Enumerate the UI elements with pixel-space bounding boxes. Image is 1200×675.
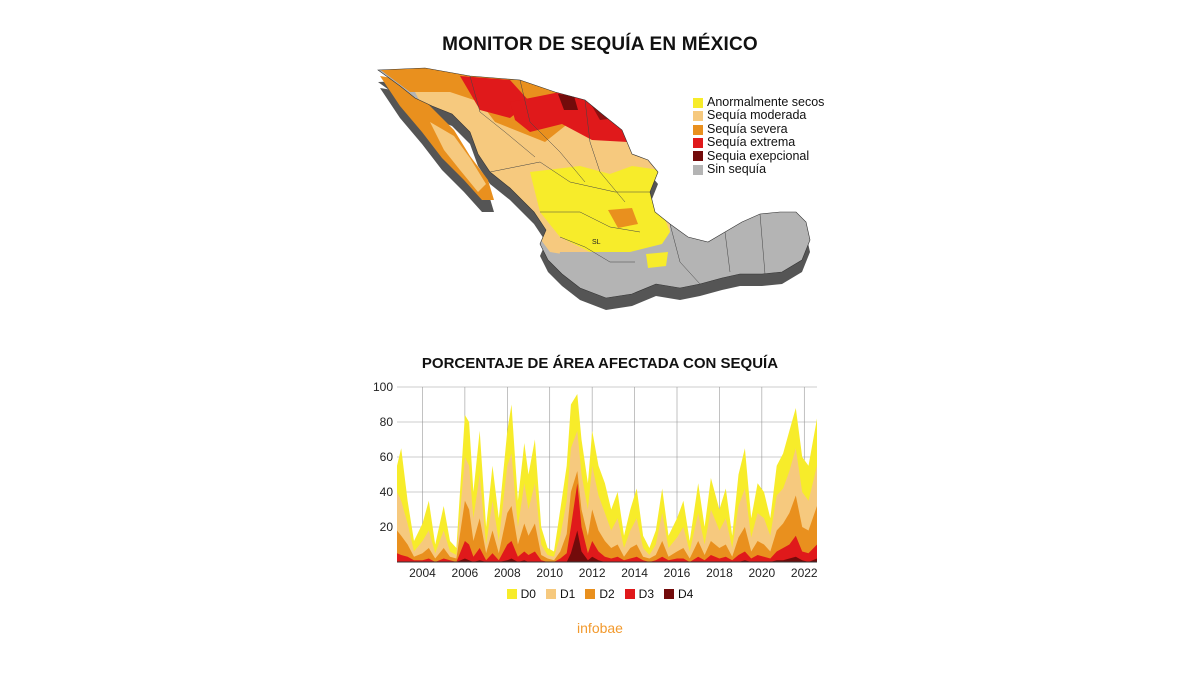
legend-label: D4 [678,587,694,601]
x-tick-label: 2014 [621,566,648,580]
legend-label: D0 [520,587,536,601]
map-legend: Anormalmente secos Sequía moderada Sequía … [693,95,825,177]
map-outline [377,67,811,299]
legend-swatch [506,589,517,599]
chart-legend-item: D3 [624,587,655,601]
mexico-drought-map: SL [377,67,811,310]
legend-label: Sequía severa [707,121,788,136]
x-tick-label: 2022 [791,566,818,580]
map-title: MONITOR DE SEQUÍA EN MÉXICO [442,34,758,55]
y-tick-label: 80 [380,415,394,429]
baja-dry-zone [430,122,486,192]
map-legend-item: Anormalmente secos [693,95,825,109]
map-legend-item: Sequía extrema [693,135,824,150]
source-logo: infobae [577,620,623,636]
x-tick-label: 2016 [664,566,691,580]
chart-legend-item: D0 [506,587,536,601]
x-tick-label: 2012 [579,566,606,580]
legend-swatch [693,151,703,162]
x-tick-label: 2018 [706,566,733,580]
map-legend-item: Sin sequía [693,162,824,177]
legend-label: Sin sequía [707,162,767,177]
map-legend-item: Sequia exepcional [693,148,824,163]
chart-legend-item: D4 [664,587,693,601]
x-tick-label: 2020 [748,566,775,580]
series-area-d3 [397,483,817,562]
drought-area-chart: 20 40 60 80 100 2004 2006 2008 2010 2012 2014 2016 2… [373,380,818,580]
legend-swatch [693,164,703,175]
x-tick-label: 2008 [494,566,521,580]
map-zone-exceptional [558,94,578,110]
map-zone-severe [608,208,638,228]
legend-label: Anormalmente secos [707,95,825,109]
series-area-d1 [397,430,817,562]
map-legend-item: Sequía severa [693,121,824,136]
legend-swatch [664,589,675,599]
legend-swatch [693,97,703,108]
legend-label: D3 [638,587,655,601]
legend-label: D2 [599,587,615,601]
y-tick-label: 100 [373,380,393,394]
map-zone-extreme [510,90,632,142]
chart-title: PORCENTAJE DE ÁREA AFECTADA CON SEQUÍA [421,355,779,372]
chart-legend-item: D1 [545,587,576,601]
chart-legend: D0 D1 D2 D3 D4 [0,587,1200,601]
x-tick-label: 2006 [452,566,479,580]
legend-label: Sequía moderada [707,108,807,123]
legend-label: D1 [559,587,576,601]
map-label-sl: SL [592,239,601,246]
x-tick-label: 2004 [409,566,436,580]
state-borders [469,75,766,285]
legend-label: Sequía extrema [707,135,796,150]
legend-swatch [693,124,703,135]
legend-swatch [693,111,703,122]
x-tick-label: 2010 [536,566,563,580]
legend-swatch [693,137,703,148]
legend-swatch [545,589,556,599]
chart-legend-item: D2 [585,587,615,601]
series-area-d2 [397,471,817,562]
y-tick-label: 60 [380,450,394,464]
map-zone-abnormally-dry [646,252,668,268]
legend-swatch [585,589,596,599]
legend-swatch [624,589,635,599]
y-tick-label: 40 [380,485,394,499]
y-tick-label: 20 [380,520,394,534]
legend-label: Sequia exepcional [707,148,810,163]
map-zone-abnormally-dry [530,166,670,262]
map-legend-item: Sequía moderada [693,108,824,123]
